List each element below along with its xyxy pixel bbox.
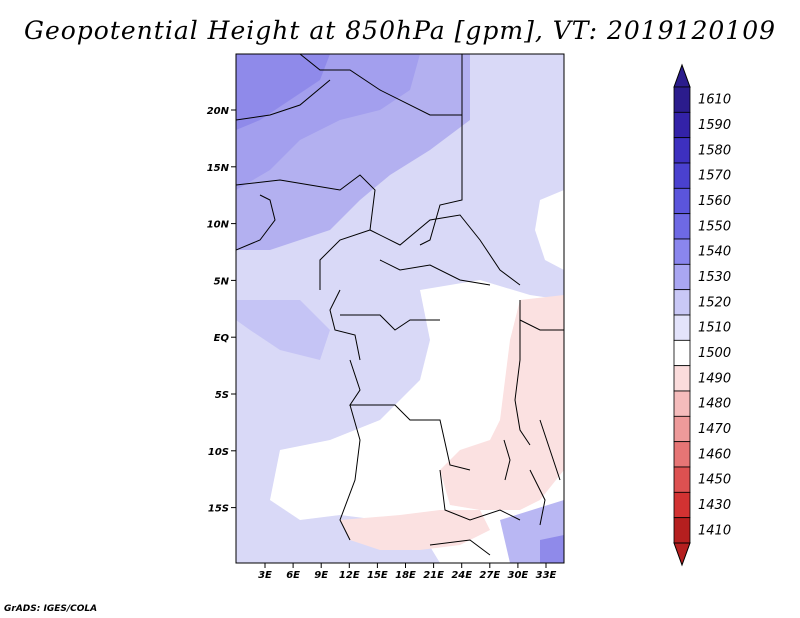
colorbar-label: 1520 — [698, 295, 731, 310]
colorbar-label: 1590 — [698, 118, 731, 133]
colorbar-top-arrow — [673, 63, 691, 88]
lat-label: 10N — [207, 220, 230, 231]
colorbar-swatch — [673, 86, 691, 113]
colorbar-swatch — [673, 466, 691, 493]
colorbar-swatch — [673, 111, 691, 139]
lon-label: 24E — [451, 570, 472, 581]
colorbar-swatch — [673, 365, 691, 392]
colorbar-swatch — [673, 263, 691, 291]
lon-label: 21E — [423, 570, 444, 581]
colorbar-swatch — [673, 289, 691, 316]
colorbar-label: 1490 — [698, 371, 731, 386]
lon-label: 18E — [395, 570, 416, 581]
colorbar-label: 1460 — [698, 447, 731, 462]
lat-label: 10S — [208, 447, 229, 458]
colorbar-swatch — [673, 339, 691, 367]
colorbar-label: 1500 — [698, 346, 731, 361]
lon-label: 3E — [258, 570, 272, 581]
colorbar: 1610 1590 1580 1570 1560 1550 1540 1530 1520 1510… — [673, 63, 731, 567]
axes: 3E 6E 9E 12E 15E 18E 21E 24E 27E 30E 33E 20N 15N 10N 5… — [207, 106, 557, 581]
colorbar-label: 1610 — [698, 93, 731, 108]
colorbar-swatch — [673, 415, 691, 443]
colorbar-swatch — [673, 314, 691, 341]
map-frame — [235, 53, 565, 564]
lat-label: 5N — [214, 276, 230, 287]
colorbar-swatch — [673, 491, 691, 519]
colorbar-label: 1580 — [698, 143, 731, 158]
colorbar-label: 1560 — [698, 194, 731, 209]
lat-label: EQ — [214, 333, 230, 344]
colorbar-swatch — [673, 187, 691, 215]
colorbar-swatch — [673, 441, 691, 468]
lon-label: 12E — [339, 570, 360, 581]
country-borders — [236, 54, 564, 556]
colorbar-swatch — [673, 517, 691, 544]
colorbar-label: 1570 — [698, 169, 731, 184]
colorbar-swatch — [673, 162, 691, 189]
lon-label: 6E — [286, 570, 300, 581]
lon-label: 27E — [479, 570, 500, 581]
colorbar-bottom-arrow — [673, 542, 691, 567]
lat-label: 20N — [207, 106, 230, 117]
lon-label: 15E — [367, 570, 388, 581]
colorbar-swatch — [673, 390, 691, 417]
height-field — [236, 54, 564, 563]
lat-label: 15N — [207, 163, 230, 174]
colorbar-label: 1510 — [698, 321, 731, 336]
map-title: Geopotential Height at 850hPa [gpm], VT:… — [23, 16, 777, 45]
colorbar-label: 1480 — [698, 397, 731, 412]
colorbar-label: 1430 — [698, 498, 731, 513]
lon-label: 9E — [314, 570, 328, 581]
colorbar-label: 1410 — [698, 523, 731, 538]
lon-label: 30E — [508, 570, 529, 581]
colorbar-swatch — [673, 213, 691, 240]
grads-credit: GrADS: IGES/COLA — [4, 604, 98, 614]
colorbar-label: 1450 — [698, 473, 731, 488]
colorbar-swatch — [673, 238, 691, 265]
colorbar-swatch — [673, 137, 691, 164]
colorbar-label: 1550 — [698, 219, 731, 234]
colorbar-label: 1470 — [698, 422, 731, 437]
lat-label: 15S — [208, 504, 229, 515]
lat-label: 5S — [215, 390, 229, 401]
lon-label: 33E — [536, 570, 557, 581]
colorbar-label: 1540 — [698, 245, 731, 260]
colorbar-label: 1530 — [698, 270, 731, 285]
